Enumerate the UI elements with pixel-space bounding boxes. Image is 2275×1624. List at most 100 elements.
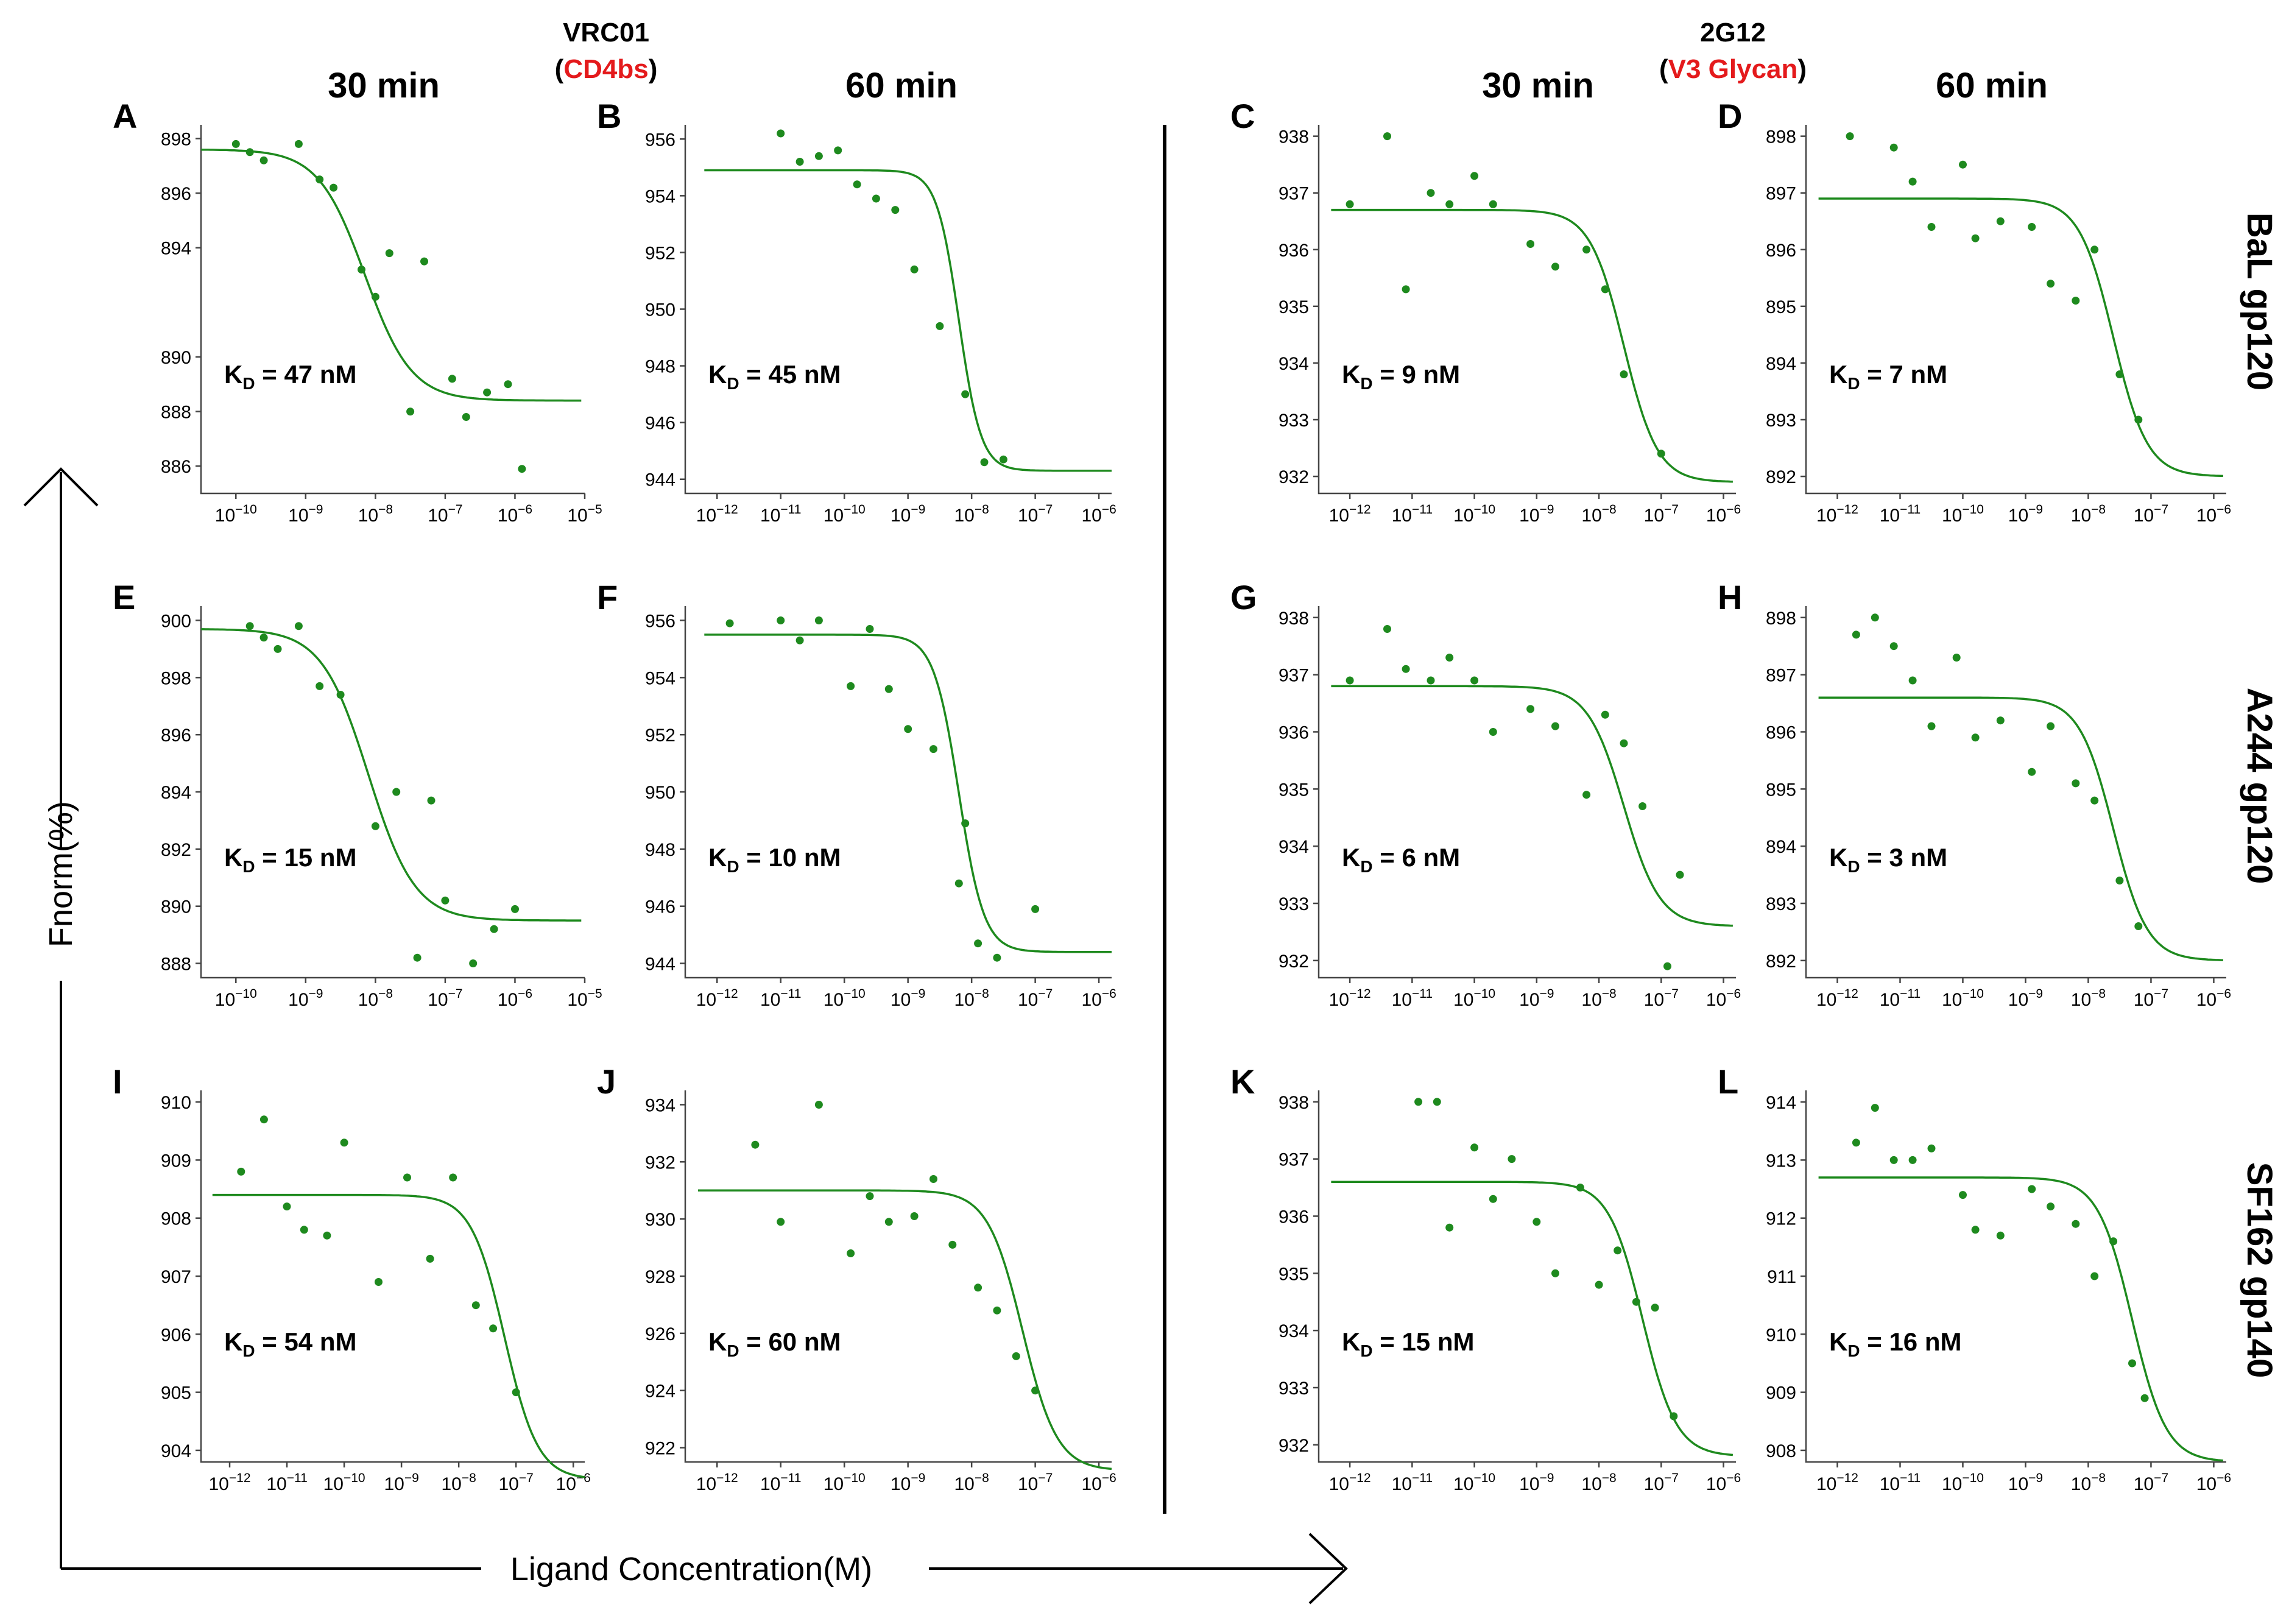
data-point <box>441 896 450 905</box>
x-tick-label: 10−9 <box>288 503 323 526</box>
data-point <box>929 745 937 754</box>
fit-curve-K <box>1331 1181 1734 1456</box>
data-point <box>1551 722 1559 730</box>
panel-D: D 892 893 894 895 896 897 898 10−12 10−11 10−10 10−… <box>1718 97 2231 526</box>
x-tick-label: 10−11 <box>760 987 801 1010</box>
y-tick-label: 934 <box>1279 1321 1309 1341</box>
fit-curve-D <box>1818 197 2223 478</box>
x-tick-label: 10−8 <box>954 1471 989 1494</box>
x-tick-label: 10−7 <box>1644 1471 1679 1494</box>
data-point <box>795 158 804 166</box>
y-tick-label: 912 <box>1766 1209 1796 1229</box>
y-tick-label: 934 <box>1279 354 1309 374</box>
data-point <box>834 146 842 155</box>
y-tick-label: 936 <box>1279 1207 1309 1227</box>
x-tick-label: 10−8 <box>1581 503 1616 526</box>
data-point <box>2072 297 2080 305</box>
data-point <box>777 1218 785 1226</box>
x-tick-label: 10−7 <box>428 503 462 526</box>
x-tick-label: 10−11 <box>1392 503 1433 526</box>
data-point <box>1959 1191 1967 1199</box>
data-point <box>1489 728 1497 736</box>
data-point <box>1031 1386 1040 1395</box>
data-point <box>483 388 492 397</box>
data-point <box>847 682 855 690</box>
data-point <box>777 129 785 138</box>
y-tick-label: 908 <box>1766 1441 1796 1461</box>
y-tick-label: 911 <box>1767 1267 1796 1287</box>
y-tick-label: 892 <box>1766 951 1796 972</box>
data-point <box>245 622 254 630</box>
data-point <box>814 152 823 160</box>
y-tick-label: 932 <box>645 1153 675 1173</box>
data-point <box>1971 733 1980 742</box>
data-point <box>1470 172 1479 180</box>
panel-letter-G: G <box>1230 578 1257 616</box>
data-point <box>1526 240 1535 248</box>
data-point <box>385 249 393 258</box>
column-header-3: 30 min <box>1482 66 1594 105</box>
left-antibody-name: VRC01 <box>563 18 649 48</box>
x-tick-label: 10−7 <box>1018 1471 1053 1494</box>
data-point <box>936 322 944 330</box>
data-point <box>891 206 900 214</box>
y-tick-label: 954 <box>645 186 675 207</box>
data-point <box>1952 654 1961 662</box>
y-tick-label: 930 <box>645 1210 675 1230</box>
data-point <box>518 465 526 473</box>
data-point <box>1508 1155 1516 1163</box>
data-point <box>1871 613 1879 622</box>
axes-frame-K <box>1317 1090 1736 1463</box>
y-tick-label: 932 <box>1279 1436 1309 1456</box>
data-point <box>814 616 823 624</box>
data-point <box>1445 1223 1454 1232</box>
data-point <box>2115 370 2124 378</box>
fit-curve-B <box>704 169 1112 472</box>
data-point <box>469 959 478 967</box>
x-tick-label: 10−12 <box>1329 987 1371 1010</box>
data-point <box>974 1283 982 1292</box>
x-tick-label: 10−12 <box>696 987 738 1010</box>
x-tick-label: 10−5 <box>567 503 602 526</box>
data-point <box>1595 1280 1603 1289</box>
x-tick-label: 10−10 <box>824 503 866 526</box>
data-point <box>1971 234 1980 242</box>
y-tick-label: 952 <box>645 726 675 746</box>
panel-A: A 886 888 890 894 896 898 10−10 10−9 10−8 10−7 10−6… <box>113 97 602 526</box>
panel-letter-L: L <box>1718 1062 1738 1101</box>
kd-annotation-K: KD = 15 nM <box>1342 1327 1474 1360</box>
x-tick-label: 10−6 <box>556 1471 591 1494</box>
column-header-1: 30 min <box>328 66 440 105</box>
x-tick-label: 10−10 <box>323 1471 365 1494</box>
x-tick-label: 10−10 <box>1453 1471 1495 1494</box>
row-label-1: BaL gp120 <box>2240 213 2275 390</box>
data-point <box>2047 1202 2055 1211</box>
x-tick-label: 10−12 <box>209 1471 251 1494</box>
x-tick-label: 10−6 <box>2196 1471 2231 1494</box>
data-point <box>294 139 303 148</box>
data-point <box>1638 802 1647 810</box>
data-point <box>1402 665 1410 673</box>
y-tick-label: 898 <box>161 129 191 149</box>
data-point <box>2072 779 2080 788</box>
column-header-4: 60 min <box>1936 66 2048 105</box>
y-tick-label: 906 <box>161 1325 191 1345</box>
y-tick-label: 956 <box>645 611 675 631</box>
data-point <box>2028 1185 2036 1193</box>
data-point <box>1614 1246 1622 1255</box>
data-point <box>1852 1139 1860 1147</box>
y-tick-label: 948 <box>645 840 675 860</box>
data-point <box>1383 132 1391 141</box>
y-tick-label: 938 <box>1279 609 1309 629</box>
y-tick-label: 910 <box>161 1093 191 1113</box>
data-point <box>1433 1098 1441 1106</box>
axes-frame-B <box>684 125 1112 495</box>
x-tick-label: 10−12 <box>1816 503 1858 526</box>
row-label-3: SF162 gp140 <box>2240 1162 2275 1379</box>
data-point <box>449 1173 457 1182</box>
data-point <box>462 413 470 421</box>
data-point <box>427 796 436 805</box>
data-point <box>406 408 415 416</box>
x-tick-label: 10−7 <box>428 987 462 1010</box>
data-point <box>245 148 254 157</box>
